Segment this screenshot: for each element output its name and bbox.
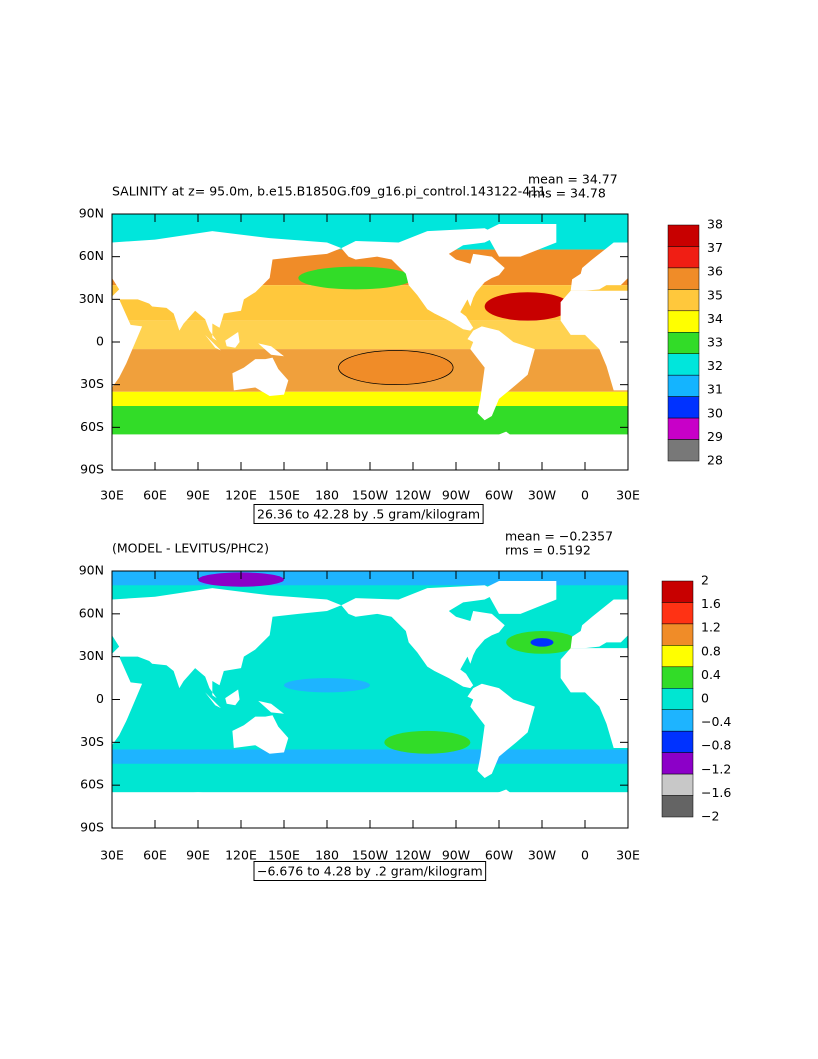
mean-label: mean = −0.2357 (505, 529, 613, 544)
lon-label: 30E (616, 488, 640, 503)
colorbar-box (667, 439, 700, 462)
colorbar-label: −1.6 (701, 785, 731, 800)
colorbar-box (661, 795, 694, 818)
lat-label: 30S (80, 734, 104, 749)
lon-label: 0 (581, 848, 589, 863)
colorbar-box (661, 645, 694, 668)
lon-label: 30W (528, 488, 556, 503)
lat-label: 60N (79, 248, 104, 263)
lon-label: 180 (315, 488, 339, 503)
lon-label: 150E (268, 488, 300, 503)
lon-label: 120E (225, 848, 257, 863)
colorbar-label: 29 (707, 429, 723, 444)
colorbar-label: 36 (707, 264, 723, 279)
lon-label: 30E (100, 488, 124, 503)
lon-label: 150W (352, 848, 388, 863)
colorbar-box (661, 773, 694, 796)
range-box (253, 861, 487, 881)
lon-label: 90W (442, 848, 470, 863)
lat-label: 30N (79, 291, 104, 306)
colorbar-box (667, 374, 700, 397)
colorbar-label: −0.8 (701, 738, 731, 753)
colorbar-label: −2 (701, 809, 719, 824)
colorbar-label: 33 (707, 335, 723, 350)
lon-label: 90W (442, 488, 470, 503)
mean-label: mean = 34.77 (528, 172, 618, 187)
colorbar-label: 1.2 (701, 620, 721, 635)
colorbar-label: 31 (707, 382, 723, 397)
colorbar-box (661, 688, 694, 710)
colorbar-box (661, 623, 694, 646)
lon-label: 90E (186, 488, 210, 503)
lon-label: 60E (143, 488, 167, 503)
colorbar-label: 35 (707, 287, 723, 302)
colorbar-box (661, 730, 694, 753)
lat-label: 30S (80, 376, 104, 391)
lon-label: 60W (485, 848, 513, 863)
colorbar-label: 37 (707, 240, 723, 255)
colorbar-label: 0 (701, 691, 709, 706)
rms-label: rms = 34.78 (528, 186, 606, 201)
colorbar-label: 28 (707, 453, 723, 468)
rms-label: rms = 0.5192 (505, 543, 591, 558)
colorbar-label: 2 (701, 573, 709, 588)
lat-label: 30N (79, 648, 104, 663)
lat-label: 60S (80, 419, 104, 434)
range-label: −6.676 to 4.28 by .2 gram/kilogram (257, 864, 483, 879)
panel-title: SALINITY at z= 95.0m, b.e15.B1850G.f09_g… (112, 184, 546, 199)
colorbar-label: 30 (707, 405, 723, 420)
salinity-map (112, 214, 628, 470)
lat-label: 90N (79, 563, 104, 578)
lon-label: 120E (225, 488, 257, 503)
lon-label: 90E (186, 848, 210, 863)
lon-label: 150E (268, 848, 300, 863)
colorbar-box (667, 417, 700, 440)
colorbar-box (667, 353, 700, 376)
lon-label: 0 (581, 488, 589, 503)
colorbar-box (661, 709, 694, 732)
colorbar-box (667, 267, 700, 290)
colorbar-box (661, 752, 694, 775)
colorbar-box (661, 602, 694, 625)
colorbar-box (667, 246, 700, 269)
panel-title: (MODEL - LEVITUS/PHC2) (112, 541, 269, 556)
colorbar-box (667, 396, 700, 419)
lat-label: 60S (80, 777, 104, 792)
colorbar-label: 38 (707, 217, 723, 232)
lat-label: 0 (96, 691, 104, 706)
lon-label: 60E (143, 848, 167, 863)
colorbar-label: 32 (707, 358, 723, 373)
colorbar-label: 0.4 (701, 667, 721, 682)
lat-label: 90S (80, 820, 104, 835)
lon-label: 120W (395, 488, 431, 503)
colorbar-box (667, 310, 700, 333)
lon-label: 30W (528, 848, 556, 863)
lon-label: 60W (485, 488, 513, 503)
colorbar-label: 0.8 (701, 643, 721, 658)
colorbar-box (661, 580, 694, 603)
colorbar-box (661, 666, 694, 689)
difference-map (112, 571, 628, 829)
range-label: 26.36 to 42.28 by .5 gram/kilogram (257, 507, 480, 522)
lat-label: 90S (80, 462, 104, 477)
lon-label: 180 (315, 848, 339, 863)
lat-label: 0 (96, 334, 104, 349)
colorbar-label: 1.6 (701, 596, 721, 611)
lon-label: 30E (616, 848, 640, 863)
colorbar-box (667, 332, 700, 354)
lon-label: 150W (352, 488, 388, 503)
colorbar-label: 34 (707, 311, 723, 326)
colorbar-box (667, 224, 700, 247)
colorbar-box (667, 289, 700, 312)
lat-label: 60N (79, 605, 104, 620)
lon-label: 30E (100, 848, 124, 863)
colorbar-label: −1.2 (701, 761, 731, 776)
lon-label: 120W (395, 848, 431, 863)
lat-label: 90N (79, 206, 104, 221)
range-box (253, 504, 484, 524)
colorbar-label: −0.4 (701, 714, 731, 729)
